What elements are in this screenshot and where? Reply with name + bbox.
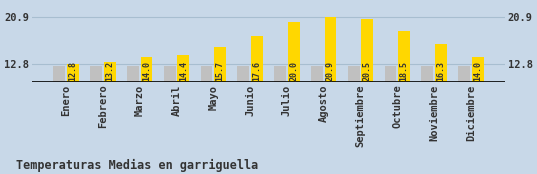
Bar: [201, 66, 213, 82]
Bar: [237, 66, 249, 82]
Bar: [384, 66, 396, 82]
Text: 18.5: 18.5: [400, 61, 409, 81]
Bar: [214, 47, 226, 82]
Bar: [472, 57, 483, 82]
Bar: [274, 66, 286, 82]
Bar: [324, 17, 336, 82]
Bar: [67, 64, 79, 82]
Text: 14.4: 14.4: [179, 61, 188, 81]
Text: 12.8: 12.8: [68, 61, 77, 81]
Bar: [398, 31, 410, 82]
Bar: [361, 19, 373, 82]
Bar: [251, 36, 263, 82]
Text: 20.9: 20.9: [326, 61, 335, 81]
Bar: [127, 66, 139, 82]
Text: 14.0: 14.0: [473, 61, 482, 81]
Bar: [90, 66, 102, 82]
Bar: [311, 66, 323, 82]
Text: 20.5: 20.5: [363, 61, 372, 81]
Text: 14.0: 14.0: [142, 61, 151, 81]
Text: 16.3: 16.3: [437, 61, 445, 81]
Bar: [54, 66, 65, 82]
Text: Temperaturas Medias en garriguella: Temperaturas Medias en garriguella: [16, 159, 258, 172]
Bar: [288, 22, 300, 82]
Bar: [458, 66, 470, 82]
Bar: [348, 66, 360, 82]
Bar: [164, 66, 176, 82]
Bar: [177, 55, 189, 82]
Text: 15.7: 15.7: [216, 61, 224, 81]
Text: 13.2: 13.2: [105, 61, 114, 81]
Text: 17.6: 17.6: [252, 61, 262, 81]
Bar: [104, 62, 115, 82]
Bar: [422, 66, 433, 82]
Bar: [141, 57, 153, 82]
Bar: [435, 44, 447, 82]
Text: 20.0: 20.0: [289, 61, 298, 81]
